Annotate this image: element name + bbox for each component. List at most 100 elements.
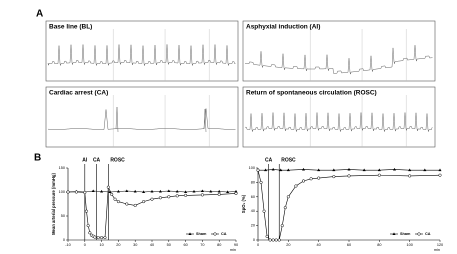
marker xyxy=(438,168,442,172)
series-line xyxy=(257,170,441,241)
marker xyxy=(66,190,70,194)
marker xyxy=(286,195,290,199)
legend-label: CA xyxy=(221,232,227,236)
marker xyxy=(262,209,266,213)
ecg-panels: Base line (BL) Asphyxial induction (AI) Ca… xyxy=(45,20,436,148)
x-tick-label: 40 xyxy=(150,243,154,247)
event-label: AI xyxy=(82,157,88,163)
y-tick-label: 0 xyxy=(253,238,255,242)
marker xyxy=(91,189,95,193)
x-tick-label: 70 xyxy=(200,243,204,247)
marker xyxy=(158,189,162,193)
y-axis-label: SpO₂ (%) xyxy=(241,194,246,213)
marker xyxy=(226,190,230,193)
marker xyxy=(271,167,275,171)
marker xyxy=(93,235,97,239)
marker xyxy=(301,179,306,183)
ecg-box xyxy=(45,86,239,148)
event-label: CA xyxy=(265,157,273,163)
ecg-label: Base line (BL) xyxy=(49,24,92,31)
event-label: ROSC xyxy=(281,157,296,163)
y-tick-label: 150 xyxy=(59,166,65,170)
marker xyxy=(347,174,351,178)
marker xyxy=(302,167,305,171)
marker xyxy=(280,224,284,228)
ecg-trace xyxy=(245,112,433,132)
marker xyxy=(103,236,107,240)
marker xyxy=(184,193,188,197)
panel-label: A xyxy=(36,9,43,20)
x-tick-label: 120 xyxy=(437,243,443,247)
ecg-label: Cardiac arrest (CA) xyxy=(49,90,108,97)
x-tick-label: 0 xyxy=(257,243,259,247)
y-tick-label: 100 xyxy=(59,190,65,194)
marker xyxy=(362,168,366,172)
marker xyxy=(74,190,78,194)
marker xyxy=(259,180,263,184)
marker xyxy=(268,238,272,242)
ecg-box xyxy=(45,20,239,82)
marker xyxy=(150,189,154,193)
marker xyxy=(393,167,396,171)
marker xyxy=(209,189,213,193)
marker xyxy=(279,168,283,172)
marker xyxy=(332,175,336,179)
marker xyxy=(332,168,336,172)
marker xyxy=(277,238,281,242)
legend-marker xyxy=(392,232,396,235)
marker xyxy=(110,192,114,196)
marker xyxy=(256,168,260,172)
legend-marker xyxy=(213,232,217,236)
ecg-label: Return of spontaneous circulation (ROSC) xyxy=(246,90,377,97)
marker xyxy=(113,197,117,201)
marker xyxy=(175,194,179,198)
marker xyxy=(217,189,221,193)
x-axis-label: min xyxy=(230,248,236,252)
marker xyxy=(84,209,89,213)
marker xyxy=(100,189,104,193)
y-axis-label: Mean arterial pressure (mmHg) xyxy=(51,173,56,235)
marker xyxy=(377,173,381,177)
marker xyxy=(234,189,238,193)
marker xyxy=(317,176,321,180)
marker xyxy=(408,168,412,172)
marker xyxy=(192,189,196,193)
marker xyxy=(175,189,179,193)
event-label: ROSC xyxy=(110,157,125,163)
marker xyxy=(106,185,110,189)
marker xyxy=(200,189,204,193)
marker xyxy=(86,224,90,228)
x-tick-label: 20 xyxy=(286,243,290,247)
x-tick-label: 80 xyxy=(377,243,381,247)
event-label: CA xyxy=(93,157,101,163)
marker xyxy=(408,174,412,178)
x-tick-label: 50 xyxy=(167,243,171,247)
y-tick-label: 20 xyxy=(251,224,255,228)
marker xyxy=(158,196,162,200)
legend-label: CA xyxy=(425,232,431,236)
x-tick-label: 60 xyxy=(183,243,187,247)
marker xyxy=(283,206,287,210)
ecg-label: Asphyxial induction (AI) xyxy=(246,24,320,31)
marker xyxy=(88,231,92,235)
marker xyxy=(125,202,129,206)
marker xyxy=(234,191,238,195)
x-tick-label: 90 xyxy=(234,243,238,247)
x-tick-label: 100 xyxy=(406,243,412,247)
y-tick-label: 40 xyxy=(251,209,255,213)
marker xyxy=(274,238,278,242)
x-tick-label: 60 xyxy=(347,243,351,247)
legend-label: Sham xyxy=(400,232,411,236)
y-tick-label: 60 xyxy=(251,195,255,199)
marker xyxy=(200,193,204,197)
marker xyxy=(133,203,137,207)
marker xyxy=(100,236,104,240)
ecg-trace xyxy=(48,106,236,133)
x-tick-label: 40 xyxy=(317,243,321,247)
y-tick-label: 50 xyxy=(61,214,65,218)
x-tick-label: 10 xyxy=(99,243,103,247)
x-tick-label: -10 xyxy=(65,243,71,247)
y-tick-label: 0 xyxy=(63,238,65,242)
marker xyxy=(184,190,188,193)
